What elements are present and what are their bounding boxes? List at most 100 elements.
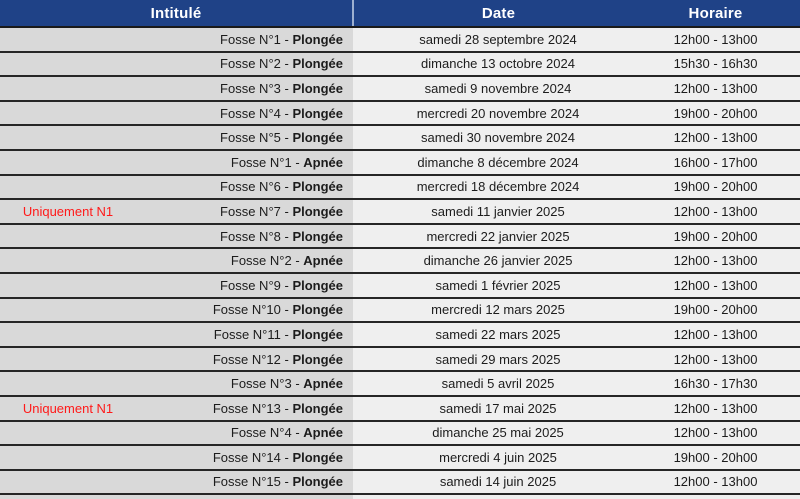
column-header-date[interactable]: Date: [353, 0, 644, 28]
header-row: Intitulé Date Horaire: [0, 0, 800, 28]
row-time: 12h00 - 13h00: [643, 76, 800, 102]
row-note-badge: [0, 297, 140, 324]
row-title: Fosse N°12 - Plongée: [140, 346, 354, 373]
table-row[interactable]: Fosse N°1 - Plongée samedi 28 septembre 2…: [0, 27, 800, 53]
row-date: samedi 17 mai 2025: [353, 395, 644, 422]
row-time: 19h00 - 20h00: [643, 223, 800, 250]
row-date: samedi 14 juin 2025: [353, 469, 644, 496]
row-date: samedi 11 janvier 2025: [353, 199, 644, 225]
row-date: dimanche 8 décembre 2024: [353, 149, 644, 176]
row-title-prefix: Fosse N°8 -: [220, 228, 293, 244]
row-title-prefix: Fosse N°1 -: [220, 31, 293, 47]
table-row[interactable]: Fosse N°5 - Plongée samedi 30 novembre 20…: [0, 125, 800, 151]
table-row[interactable]: Fosse N°14 - Plongée mercredi 4 juin 2025…: [0, 445, 800, 471]
row-title: Fosse N°1 - Apnée: [140, 149, 354, 176]
row-time: 12h00 - 13h00: [643, 272, 800, 299]
table-row[interactable]: Fosse N°3 - Apnée samedi 5 avril 2025 16h3…: [0, 371, 800, 397]
column-header-horaire[interactable]: Horaire: [643, 0, 800, 28]
row-title-prefix: Fosse N°7 -: [220, 203, 293, 219]
row-title-prefix: Fosse N°13 -: [212, 400, 293, 416]
row-title-activity: Plongée: [292, 56, 344, 72]
row-date: mercredi 22 janvier 2025: [353, 223, 644, 250]
row-time: 12h00 - 13h00: [643, 322, 800, 348]
table-row[interactable]: Fosse N°2 - Plongée dimanche 13 octobre 2…: [0, 51, 800, 78]
table-row[interactable]: Fosse N°15 - Plongée samedi 14 juin 2025 1…: [0, 469, 800, 496]
row-title-activity: Plongée: [292, 326, 344, 342]
row-title-activity: Plongée: [292, 277, 344, 293]
table-row[interactable]: Fosse N°2 - Apnée dimanche 26 janvier 202…: [0, 248, 800, 274]
row-date: dimanche 13 octobre 2024: [353, 51, 644, 78]
row-title: Fosse N°3 - Apnée: [140, 371, 354, 397]
row-title-activity: Plongée: [292, 31, 344, 47]
table-row[interactable]: Fosse N°4 - Apnée dimanche 25 mai 2025 12h…: [0, 420, 800, 447]
row-date: samedi 1 février 2025: [353, 272, 644, 299]
row-note-badge: [0, 420, 140, 447]
row-title: Fosse N°8 - Plongée: [140, 223, 354, 250]
table-row[interactable]: Fosse N°11 - Plongée samedi 22 mars 2025 1…: [0, 322, 800, 348]
row-title-prefix: Fosse N°12 -: [212, 351, 293, 367]
row-note-badge: [0, 27, 140, 53]
row-title: Fosse N°3 - Plongée: [140, 76, 354, 102]
row-note-badge: Uniquement N1: [0, 395, 140, 422]
row-note-badge: [0, 76, 140, 102]
row-date: dimanche 26 janvier 2025: [353, 248, 644, 274]
table-header: Intitulé Date Horaire: [0, 0, 800, 28]
row-title-prefix: Fosse N°3 -: [220, 80, 293, 96]
row-date: dimanche 22 juin 2025: [353, 494, 644, 499]
row-title-prefix: Fosse N°1 -: [230, 154, 304, 170]
row-time: 15h30 - 16h30: [643, 51, 800, 78]
row-title-activity: Plongée: [292, 474, 344, 490]
row-title: Fosse N°7 - Plongée: [140, 199, 354, 225]
table-row[interactable]: Fosse N°4 - Plongée mercredi 20 novembre …: [0, 100, 800, 127]
row-title-prefix: Fosse N°9 -: [220, 277, 293, 293]
row-time: 19h00 - 20h00: [643, 445, 800, 471]
row-title-prefix: Fosse N°4 -: [220, 105, 293, 121]
row-title-activity: Plongée: [292, 449, 344, 465]
row-title-activity: Apnée: [303, 253, 344, 269]
row-title: Fosse N°6 - Plongée: [140, 174, 354, 201]
row-time: 12h00 - 13h00: [643, 248, 800, 274]
table-row[interactable]: Fosse N°8 - Plongée mercredi 22 janvier 2…: [0, 223, 800, 250]
row-note-badge: [0, 100, 140, 127]
row-date: mercredi 18 décembre 2024: [353, 174, 644, 201]
row-title-activity: Plongée: [292, 302, 344, 318]
row-note-badge: [0, 51, 140, 78]
table-row[interactable]: Uniquement N1 Fosse N°7 - Plongée samedi 1…: [0, 199, 800, 225]
row-time: 19h00 - 20h00: [643, 297, 800, 324]
row-title: Fosse N°2 - Apnée: [140, 248, 354, 274]
row-date: mercredi 20 novembre 2024: [353, 100, 644, 127]
table-row[interactable]: Fosse N°9 - Plongée samedi 1 février 2025…: [0, 272, 800, 299]
row-note-badge: [0, 174, 140, 201]
row-time: 12h00 - 13h00: [643, 199, 800, 225]
row-time: 19h00 - 20h00: [643, 100, 800, 127]
table-row[interactable]: Fosse N°10 - Plongée mercredi 12 mars 202…: [0, 297, 800, 324]
row-title-activity: Plongée: [292, 203, 344, 219]
row-note-badge: [0, 346, 140, 373]
table-row[interactable]: Fosse N°12 - Plongée samedi 29 mars 2025 1…: [0, 346, 800, 373]
row-time: 12h00 - 13h00: [643, 125, 800, 151]
row-note-badge: [0, 494, 140, 499]
row-title: Fosse N°4 - Apnée: [140, 420, 354, 447]
table-row[interactable]: Fosse N°3 - Plongée samedi 9 novembre 202…: [0, 76, 800, 102]
row-title-prefix: Fosse N°14 -: [212, 449, 293, 465]
row-title-activity: Apnée: [303, 376, 344, 392]
row-title-activity: Apnée: [303, 154, 344, 170]
row-title: Fosse N°13 - Plongée: [140, 395, 354, 422]
row-date: samedi 22 mars 2025: [353, 322, 644, 348]
row-date: samedi 29 mars 2025: [353, 346, 644, 373]
row-date: samedi 30 novembre 2024: [353, 125, 644, 151]
row-title-activity: Plongée: [292, 179, 344, 195]
table-row[interactable]: Fosse N°6 - Plongée mercredi 18 décembre …: [0, 174, 800, 201]
row-title-prefix: Fosse N°6 -: [220, 179, 293, 195]
row-title-prefix: Fosse N°11 -: [213, 326, 293, 342]
table-row[interactable]: Fosse N°1 - Apnée dimanche 8 décembre 202…: [0, 149, 800, 176]
row-title-prefix: Fosse N°4 -: [230, 425, 304, 441]
column-header-intitule[interactable]: Intitulé: [0, 0, 355, 28]
row-time: 12h00 - 13h00: [643, 346, 800, 373]
row-title-activity: Plongée: [292, 130, 344, 146]
row-title-activity: Apnée: [303, 425, 344, 441]
table-row[interactable]: Uniquement N1 Fosse N°13 - Plongée samedi …: [0, 395, 800, 422]
row-title: Fosse N°2 - Plongée: [140, 51, 354, 78]
